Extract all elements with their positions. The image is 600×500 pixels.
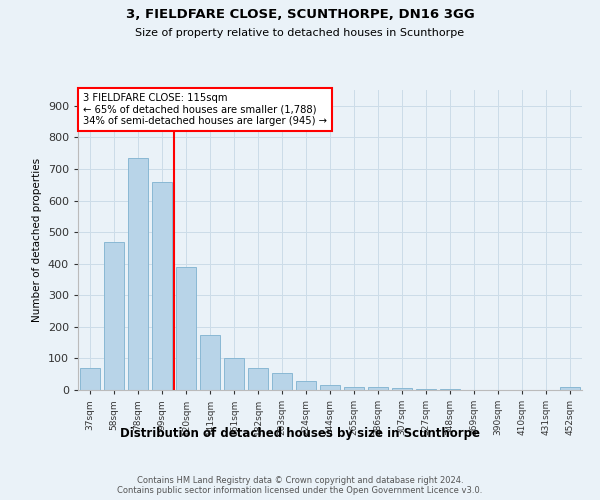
Bar xyxy=(128,158,148,390)
Bar xyxy=(560,388,580,390)
Bar xyxy=(344,387,364,390)
Bar xyxy=(248,368,268,390)
Bar xyxy=(296,380,316,390)
Bar xyxy=(152,182,172,390)
Text: 3 FIELDFARE CLOSE: 115sqm
← 65% of detached houses are smaller (1,788)
34% of se: 3 FIELDFARE CLOSE: 115sqm ← 65% of detac… xyxy=(83,93,327,126)
Bar xyxy=(392,388,412,390)
Bar xyxy=(224,358,244,390)
Text: 3, FIELDFARE CLOSE, SCUNTHORPE, DN16 3GG: 3, FIELDFARE CLOSE, SCUNTHORPE, DN16 3GG xyxy=(125,8,475,20)
Bar xyxy=(320,386,340,390)
Bar xyxy=(104,242,124,390)
Bar xyxy=(200,334,220,390)
Bar xyxy=(176,267,196,390)
Bar xyxy=(416,389,436,390)
Bar xyxy=(80,368,100,390)
Y-axis label: Number of detached properties: Number of detached properties xyxy=(32,158,42,322)
Text: Distribution of detached houses by size in Scunthorpe: Distribution of detached houses by size … xyxy=(120,428,480,440)
Bar xyxy=(272,372,292,390)
Bar xyxy=(368,388,388,390)
Text: Contains HM Land Registry data © Crown copyright and database right 2024.
Contai: Contains HM Land Registry data © Crown c… xyxy=(118,476,482,495)
Text: Size of property relative to detached houses in Scunthorpe: Size of property relative to detached ho… xyxy=(136,28,464,38)
